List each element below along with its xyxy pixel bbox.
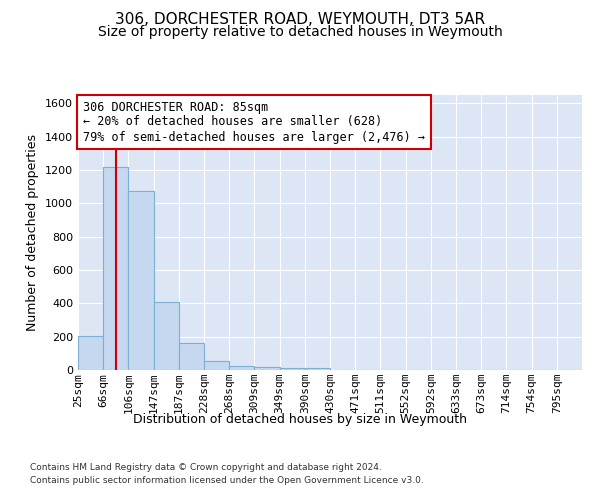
Text: Contains HM Land Registry data © Crown copyright and database right 2024.: Contains HM Land Registry data © Crown c… <box>30 462 382 471</box>
Bar <box>128 191 154 370</box>
Bar <box>305 368 330 370</box>
Bar <box>204 361 229 370</box>
Bar <box>254 366 280 370</box>
Text: Distribution of detached houses by size in Weymouth: Distribution of detached houses by size … <box>133 412 467 426</box>
Text: 306 DORCHESTER ROAD: 85sqm
← 20% of detached houses are smaller (628)
79% of sem: 306 DORCHESTER ROAD: 85sqm ← 20% of deta… <box>83 100 425 144</box>
Text: 306, DORCHESTER ROAD, WEYMOUTH, DT3 5AR: 306, DORCHESTER ROAD, WEYMOUTH, DT3 5AR <box>115 12 485 28</box>
Bar <box>179 344 204 370</box>
Bar <box>103 166 128 370</box>
Text: Size of property relative to detached houses in Weymouth: Size of property relative to detached ho… <box>98 25 502 39</box>
Bar <box>280 368 305 370</box>
Bar <box>154 302 179 370</box>
Text: Contains public sector information licensed under the Open Government Licence v3: Contains public sector information licen… <box>30 476 424 485</box>
Y-axis label: Number of detached properties: Number of detached properties <box>26 134 40 331</box>
Bar <box>229 366 254 370</box>
Bar <box>78 336 103 370</box>
